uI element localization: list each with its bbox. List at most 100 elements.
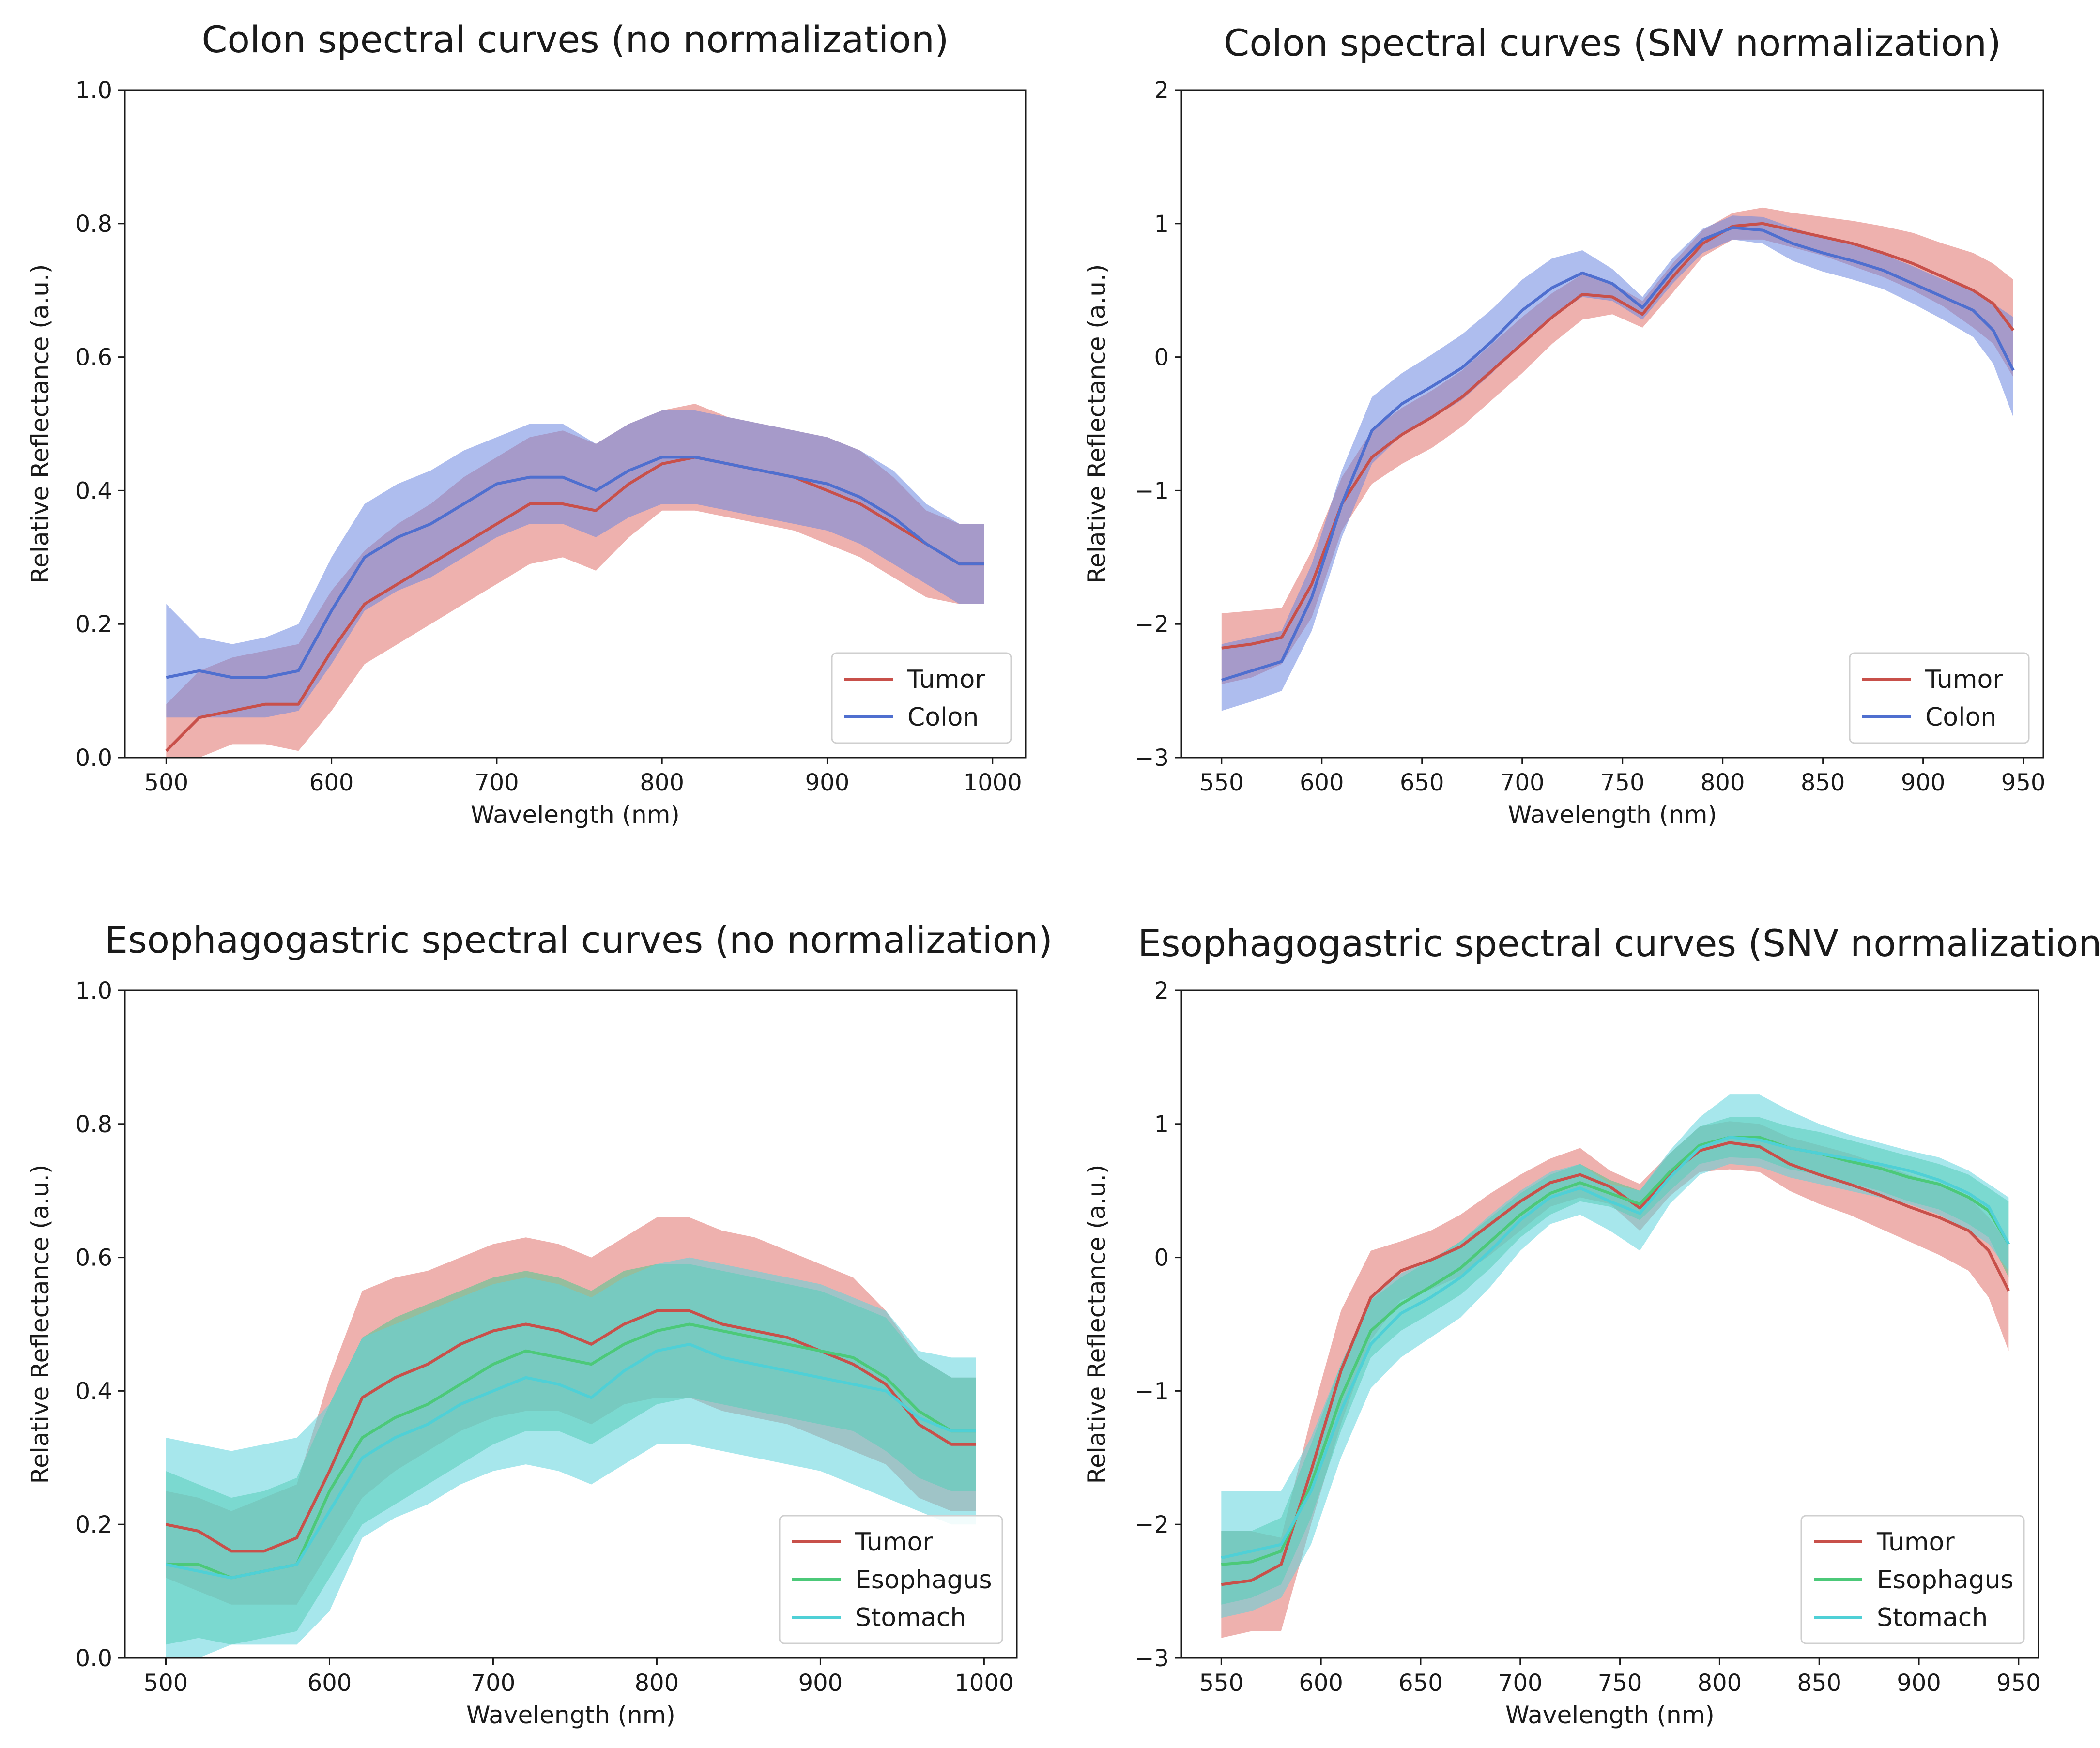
- y-tick-label: −1: [1134, 1378, 1169, 1405]
- x-tick-label: 900: [1901, 769, 1946, 796]
- y-tick-label: 1.0: [76, 977, 112, 1004]
- y-tick-label: 0.6: [76, 1245, 112, 1272]
- x-axis-label: Wavelength (nm): [466, 1701, 675, 1729]
- legend-entry-esophagus: Esophagus: [855, 1566, 992, 1595]
- y-tick-label: 0: [1154, 344, 1169, 371]
- legend: Tumor Esophagus Stomach: [779, 1515, 1003, 1644]
- x-tick-label: 600: [307, 1670, 352, 1697]
- band-stomach: [1221, 1094, 2009, 1618]
- legend-box: [831, 652, 1012, 744]
- x-tick-label: 900: [1897, 1670, 1941, 1697]
- x-tick-label: 500: [144, 769, 189, 796]
- y-tick-label: 0.8: [76, 211, 112, 238]
- x-tick-label: 650: [1400, 769, 1444, 796]
- legend-entry-stomach: Stomach: [1877, 1603, 1988, 1632]
- x-tick-label: 550: [1199, 769, 1244, 796]
- y-tick-label: −3: [1134, 1645, 1169, 1672]
- plot-frame: [124, 89, 1027, 759]
- x-axis-label: Wavelength (nm): [471, 801, 680, 829]
- y-tick-label: 2: [1154, 77, 1169, 104]
- y-tick-label: 0.2: [76, 1511, 112, 1538]
- chart-title: Colon spectral curves (SNV normalization…: [1224, 21, 2001, 64]
- series-line-esophagus: [166, 1322, 976, 1580]
- plot-area: [1221, 207, 2015, 711]
- y-axis-label: Relative Reflectance (a.u.): [26, 1165, 54, 1484]
- x-tick-label: 800: [1698, 1670, 1742, 1697]
- x-axis-label: Wavelength (nm): [1505, 1701, 1715, 1729]
- series-line-tumor: [1221, 222, 2015, 650]
- legend: Tumor Colon: [831, 652, 1012, 744]
- band-colon: [1221, 215, 2013, 711]
- x-tick-label: 600: [1300, 769, 1344, 796]
- legend: Tumor Esophagus Stomach: [1800, 1515, 2025, 1644]
- y-axis-label: Relative Reflectance (a.u.): [1083, 264, 1111, 584]
- x-tick-label: 950: [1996, 1670, 2041, 1697]
- x-tick-label: 1000: [954, 1670, 1013, 1697]
- x-tick-label: 550: [1199, 1670, 1244, 1697]
- legend-entry-tumor: Tumor: [855, 1528, 933, 1557]
- x-tick-label: 800: [640, 769, 684, 796]
- series-line-esophagus: [1221, 1136, 2010, 1566]
- y-tick-label: 0.6: [76, 344, 112, 371]
- x-tick-label: 600: [1299, 1670, 1343, 1697]
- y-tick-label: 0.2: [76, 611, 112, 638]
- x-tick-label: 750: [1598, 1670, 1642, 1697]
- x-tick-label: 900: [798, 1670, 843, 1697]
- band-stomach: [166, 1257, 976, 1658]
- legend-entry-tumor: Tumor: [907, 665, 985, 694]
- plot-frame: [124, 989, 1018, 1659]
- chart-panel-1: 500 600 700 800 900 1000 0.0 0.2 0.4 0.6 0.8 1.0 Col…: [26, 18, 1027, 829]
- band-tumor: [1221, 1121, 2009, 1638]
- x-tick-label: 950: [2001, 769, 2046, 796]
- y-tick-label: −2: [1134, 611, 1169, 638]
- x-tick-label: 800: [1701, 769, 1745, 796]
- x-tick-label: 700: [1500, 769, 1545, 796]
- y-tick-label: 2: [1154, 977, 1169, 1004]
- series-line-colon: [1221, 226, 2015, 682]
- legend-entry-esophagus: Esophagus: [1877, 1566, 2014, 1595]
- chart-title: Esophagogastric spectral curves (SNV nor…: [1138, 922, 2100, 965]
- x-tick-label: 650: [1398, 1670, 1443, 1697]
- legend-box: [1800, 1515, 2025, 1644]
- plot-area: [165, 1217, 976, 1658]
- series-line-tumor: [165, 1309, 976, 1553]
- x-tick-label: 700: [475, 769, 519, 796]
- plot-frame: [1180, 989, 2039, 1659]
- legend-entry-colon: Colon: [907, 703, 979, 732]
- y-tick-label: 0.0: [76, 745, 112, 772]
- y-tick-label: 0.4: [76, 1378, 112, 1405]
- legend: Tumor Colon: [1849, 652, 2030, 744]
- x-tick-label: 700: [471, 1670, 516, 1697]
- chart-title: Esophagogastric spectral curves (no norm…: [105, 918, 1053, 961]
- legend-entry-tumor: Tumor: [1925, 665, 2003, 694]
- legend-entry-colon: Colon: [1925, 703, 1996, 732]
- x-tick-label: 750: [1600, 769, 1645, 796]
- x-tick-label: 1000: [963, 769, 1022, 796]
- legend-box: [1849, 652, 2030, 744]
- chart-panel-2: 550 600 650 700 750 800 850 900 950 −3 −2 −1 0 1 2 Colo…: [1083, 21, 2045, 829]
- x-tick-label: 800: [635, 1670, 679, 1697]
- y-tick-label: 0: [1154, 1245, 1169, 1272]
- legend-box: [779, 1515, 1003, 1644]
- x-tick-label: 900: [805, 769, 850, 796]
- series-line-stomach: [1221, 1136, 2010, 1560]
- plot-frame: [1180, 89, 2044, 759]
- x-tick-label: 850: [1797, 1670, 1841, 1697]
- series-line-stomach: [165, 1342, 976, 1580]
- y-tick-label: 0.0: [76, 1645, 112, 1672]
- chart-panel-4: 550 600 650 700 750 800 850 900 950 −3 −2 −1 0 1 2 Esop…: [1083, 922, 2100, 1729]
- x-axis-label: Wavelength (nm): [1508, 801, 1717, 829]
- y-tick-label: 0.4: [76, 477, 112, 504]
- x-tick-label: 600: [309, 769, 354, 796]
- y-tick-label: 1: [1154, 211, 1169, 238]
- y-tick-label: 0.8: [76, 1111, 112, 1138]
- legend-entry-stomach: Stomach: [855, 1603, 966, 1632]
- chart-title: Colon spectral curves (no normalization): [201, 18, 949, 61]
- x-tick-label: 850: [1801, 769, 1845, 796]
- y-axis-label: Relative Reflectance (a.u.): [1083, 1165, 1111, 1484]
- y-tick-label: −1: [1134, 477, 1169, 504]
- y-axis-label: Relative Reflectance (a.u.): [26, 264, 54, 584]
- y-tick-label: −3: [1134, 745, 1169, 772]
- y-tick-label: −2: [1134, 1511, 1169, 1538]
